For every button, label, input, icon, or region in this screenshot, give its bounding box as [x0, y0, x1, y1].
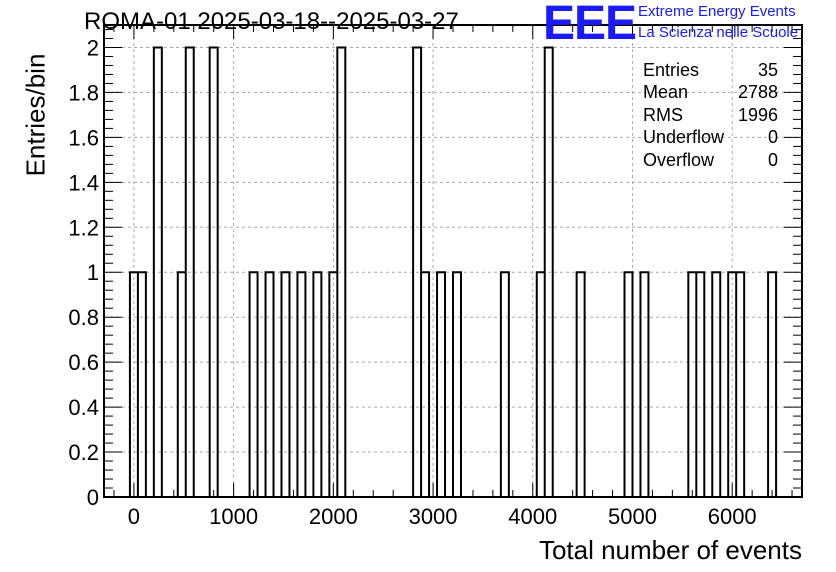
stat-overflow-value: 0: [767, 150, 778, 170]
x-axis-label: Total number of events: [538, 535, 802, 565]
y-tick-label: 1.2: [68, 215, 99, 240]
x-tick-label: 2000: [309, 504, 358, 529]
y-tick-label: 0.2: [68, 440, 99, 465]
stat-entries-value: 35: [757, 60, 778, 80]
stat-mean-label: Mean: [643, 82, 689, 102]
x-tick-label: 5000: [608, 504, 657, 529]
y-tick-label: 0.6: [68, 350, 99, 375]
y-tick-label: 0.4: [68, 395, 99, 420]
x-tick-label: 0: [128, 504, 140, 529]
stat-entries-label: Entries: [643, 60, 700, 80]
logo-line-1: Extreme Energy Events: [638, 3, 796, 20]
x-tick-label: 4000: [508, 504, 557, 529]
y-tick-label: 1.4: [68, 170, 99, 195]
x-tick-label: 3000: [409, 504, 458, 529]
chart-title: ROMA-01 2025-03-18--2025-03-27: [84, 8, 459, 35]
stat-underflow-label: Underflow: [643, 127, 725, 147]
stat-rms-value: 1996: [737, 105, 778, 125]
stat-overflow-label: Overflow: [643, 150, 715, 170]
x-tick-label: 6000: [708, 504, 757, 529]
stat-mean-value: 2788: [737, 82, 778, 102]
eee-logo: EEE: [543, 0, 637, 50]
x-tick-label: 1000: [209, 504, 258, 529]
y-tick-label: 2: [87, 35, 99, 60]
y-tick-label: 1.6: [68, 125, 99, 150]
y-tick-label: 1: [87, 260, 99, 285]
y-axis-label: Entries/bin: [20, 53, 51, 177]
histogram-outline: [128, 46, 778, 497]
y-tick-label: 1.8: [68, 80, 99, 105]
y-tick-label: 0: [87, 485, 99, 510]
stat-rms-label: RMS: [643, 105, 683, 125]
y-tick-label: 0.8: [68, 305, 99, 330]
axis-ticks: [104, 25, 802, 498]
stat-underflow-value: 0: [767, 127, 778, 147]
tick-labels: 0 1000 2000 3000 4000 5000 6000 0 0.2 0.4 0.6 0.8 1 1…: [68, 35, 756, 529]
logo-line-2: La Scienza nelle Scuole: [638, 24, 799, 41]
